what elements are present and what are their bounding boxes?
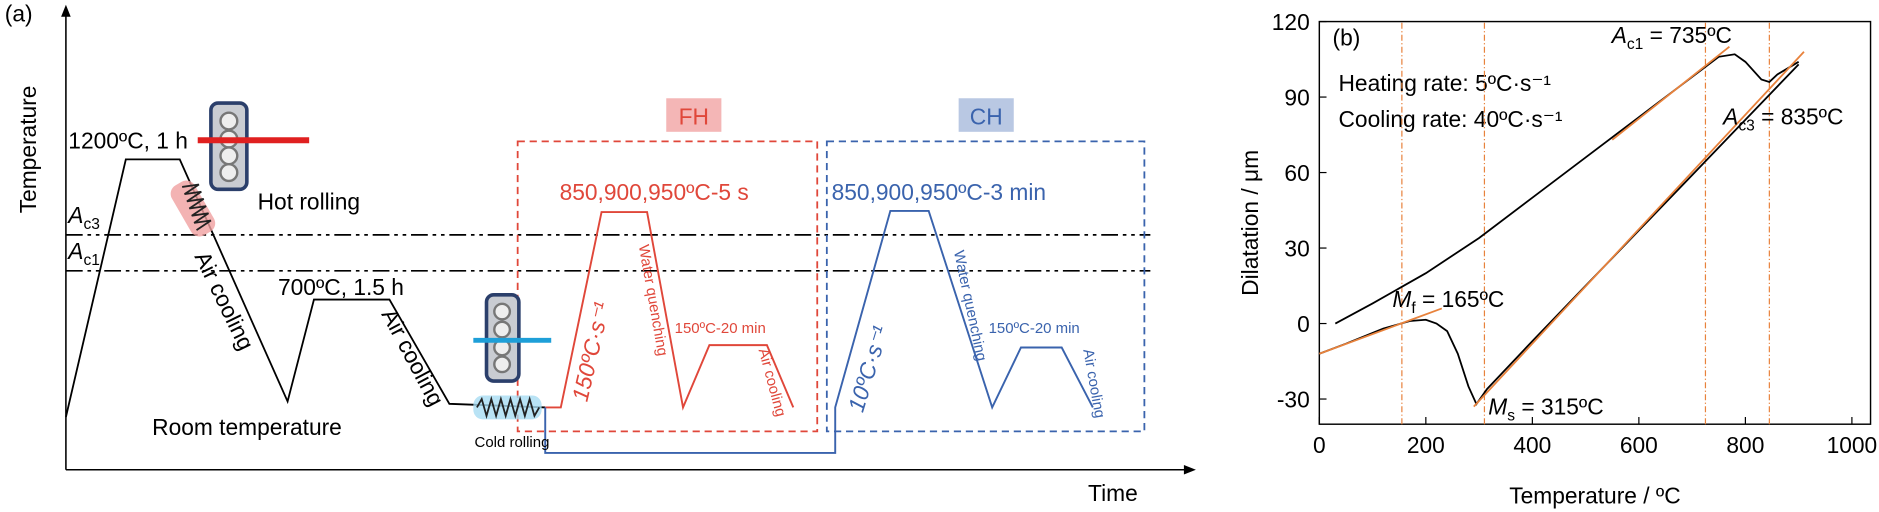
ch-tag-box xyxy=(958,98,1014,132)
annotation: Air cooling xyxy=(755,347,790,419)
annotation: Ac1 = 735ºC xyxy=(1610,22,1732,53)
ch-box xyxy=(825,140,1146,433)
annotation: 150ºC-20 min xyxy=(989,320,1080,337)
annotation: 10ºC·s⁻¹ xyxy=(843,322,894,415)
annotation: 700ºC, 1.5 h xyxy=(278,274,404,300)
annotation: Ac3 = 835ºC xyxy=(1721,104,1843,135)
y-tick-label: 30 xyxy=(1284,235,1309,261)
subscript: s xyxy=(1507,408,1515,425)
subscript: c1 xyxy=(1627,36,1643,53)
curve xyxy=(1473,51,1805,408)
annotation: Cold rolling xyxy=(475,434,550,451)
y-tick-label: 0 xyxy=(1297,311,1310,337)
symbol: A xyxy=(66,202,83,228)
annotation: Water quenching xyxy=(635,243,671,357)
y-tick-label: 120 xyxy=(1272,9,1310,35)
annotation: Ms = 315ºC xyxy=(1488,394,1603,425)
subscript: c1 xyxy=(83,252,99,269)
y-tick-label: -30 xyxy=(1277,386,1310,412)
fh-path xyxy=(545,211,795,411)
panel-a: (a) Temperature Time Ac3 Ac1 FH CH 1200º… xyxy=(5,1,1196,506)
arrow xyxy=(61,4,71,17)
annotation: 850,900,950ºC-3 min xyxy=(832,179,1046,205)
subscript: f xyxy=(1411,300,1416,317)
x-tick-label: 0 xyxy=(1313,432,1326,458)
note: Heating rate: 5ºC·s⁻¹ xyxy=(1339,70,1552,96)
text: = 835ºC xyxy=(1755,104,1844,130)
ac3-label: Ac3 xyxy=(66,202,100,233)
annotation: 150ºC-20 min xyxy=(675,320,766,337)
x-axis-label: Temperature / ºC xyxy=(1509,482,1680,508)
symbol: A xyxy=(1610,22,1627,48)
panel-label: (b) xyxy=(1333,25,1361,51)
x-tick-label: 800 xyxy=(1726,432,1764,458)
annotation: Water quenching xyxy=(950,249,990,363)
fh-tag: FH xyxy=(679,104,709,130)
y-tick-label: 60 xyxy=(1284,160,1309,186)
x-tick-label: 1000 xyxy=(1827,432,1878,458)
annotation: Air cooling xyxy=(377,304,450,410)
arrow xyxy=(1183,464,1196,475)
x-tick-label: 400 xyxy=(1513,432,1551,458)
text: = 735ºC xyxy=(1643,22,1732,48)
symbol: M xyxy=(1488,394,1507,420)
curve xyxy=(1319,307,1443,355)
annotation: Mf = 165ºC xyxy=(1392,286,1504,317)
hot-rolling-icon xyxy=(170,101,310,237)
symbol: M xyxy=(1392,286,1411,312)
subscript: c3 xyxy=(1738,118,1754,135)
text: = 315ºC xyxy=(1515,394,1604,420)
axis-label: Time xyxy=(1088,480,1138,506)
annotation: 150ºC·s⁻¹ xyxy=(567,299,615,404)
panel-label: (a) xyxy=(5,1,33,27)
ch-path xyxy=(544,209,1094,454)
annotation: 1200ºC, 1 h xyxy=(68,128,188,154)
x-tick-label: 200 xyxy=(1407,432,1445,458)
subscript: c3 xyxy=(83,216,99,233)
ac1-label: Ac1 xyxy=(66,238,100,269)
plot-frame xyxy=(1318,20,1872,425)
axis-label: Temperature xyxy=(15,86,41,214)
panel-b: (b) Temperature / ºC Dilatation / μm Hea… xyxy=(1237,9,1877,508)
cold-rolling-icon xyxy=(473,292,552,420)
annotation: Hot rolling xyxy=(258,189,360,215)
x-tick-label: 600 xyxy=(1620,432,1658,458)
annotation: Air cooling xyxy=(1079,348,1108,420)
y-axis-label: Dilatation / μm xyxy=(1237,150,1263,296)
y-tick-label: 90 xyxy=(1284,84,1309,110)
annotation: Air cooling xyxy=(190,247,260,354)
fh-tag-box xyxy=(666,98,722,132)
text: = 165ºC xyxy=(1416,286,1505,312)
ch-tag: CH xyxy=(970,104,1003,130)
note: Cooling rate: 40ºC·s⁻¹ xyxy=(1339,106,1563,132)
symbol: A xyxy=(66,238,83,264)
annotation: 850,900,950ºC-5 s xyxy=(560,179,749,205)
annotation: Room temperature xyxy=(152,414,342,440)
curve xyxy=(1611,46,1730,141)
fh-box xyxy=(516,140,819,433)
symbol: A xyxy=(1721,104,1738,130)
process-path xyxy=(65,158,546,418)
